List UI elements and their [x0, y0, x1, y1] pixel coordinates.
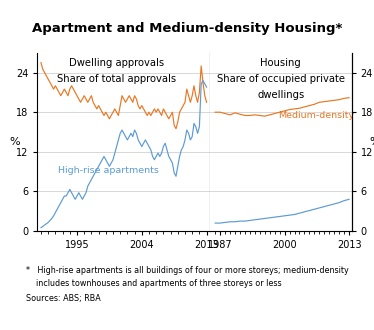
Text: Housing: Housing — [261, 58, 301, 68]
Text: *   High-rise apartments is all buildings of four or more storeys; medium-densit: * High-rise apartments is all buildings … — [26, 266, 349, 275]
Text: Share of total approvals: Share of total approvals — [57, 74, 177, 84]
Text: dwellings: dwellings — [257, 90, 304, 100]
Y-axis label: %: % — [369, 137, 374, 147]
Text: Medium-density: Medium-density — [278, 111, 354, 120]
Text: Share of occupied private: Share of occupied private — [217, 74, 345, 84]
Text: Apartment and Medium-density Housing*: Apartment and Medium-density Housing* — [32, 22, 342, 35]
Text: High-rise apartments: High-rise apartments — [58, 166, 159, 175]
Text: includes townhouses and apartments of three storeys or less: includes townhouses and apartments of th… — [26, 279, 282, 288]
Text: Sources: ABS; RBA: Sources: ABS; RBA — [26, 294, 101, 303]
Y-axis label: %: % — [9, 137, 20, 147]
Text: Dwelling approvals: Dwelling approvals — [69, 58, 165, 68]
